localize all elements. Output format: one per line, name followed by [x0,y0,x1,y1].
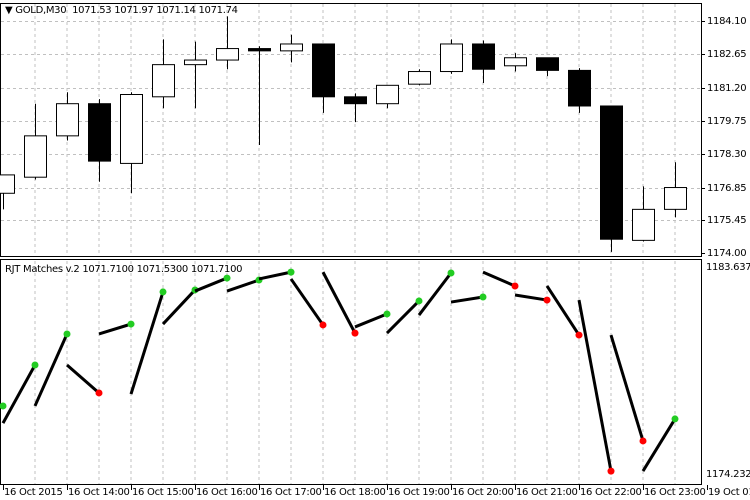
up-dot [0,402,7,410]
bear-candle [88,103,111,162]
bear-candle [600,105,623,240]
up-dot [287,268,295,276]
up-dot [447,269,455,277]
match-segment [482,270,516,288]
time-axis-label: 16 Oct 15:00 [132,487,194,498]
indicator-values: 1071.7100 1071.5300 1071.7100 [82,264,243,275]
match-segment [417,272,453,316]
down-dot [575,331,583,339]
time-axis-label: 19 Oct 01:00 [708,487,750,498]
price-axis-label: 1174.00 [707,247,747,259]
bull-candle [56,103,79,137]
down-dot [351,329,359,337]
up-dot [671,415,679,423]
up-dot [479,293,487,301]
match-segment [609,334,645,442]
match-segment [385,299,421,335]
down-dot [95,389,103,397]
bull-candle [632,208,655,241]
indicator-axis-label: 1183.6375 [706,262,750,273]
down-dot [543,296,551,304]
time-axis-label: 16 Oct 19:00 [388,487,450,498]
match-segment [545,285,581,336]
bull-candle [280,43,303,52]
price-axis-label: 1182.65 [707,48,747,60]
bear-candle [248,48,271,52]
bull-candle [376,84,399,105]
match-segment [129,291,165,395]
up-dot [223,274,231,282]
up-dot [31,361,39,369]
indicator-name: RJT Matches v.2 [5,264,80,275]
bull-candle [184,59,207,66]
match-segment [194,276,228,293]
bull-candle [440,43,463,73]
time-axis-label: 16 Oct 16:00 [196,487,258,498]
up-dot [159,288,167,296]
time-axis-label: 16 Oct 14:00 [68,487,130,498]
price-axis-label: 1175.45 [707,214,747,226]
match-segment [98,322,132,336]
time-axis-label: 16 Oct 2015 [4,487,63,498]
symbol-label: GOLD,M30 [15,5,67,16]
bull-candle [664,187,687,210]
price-axis-label: 1178.30 [707,148,747,160]
bear-candle [536,57,559,71]
time-axis-label: 16 Oct 21:00 [516,487,578,498]
bear-candle [312,43,335,98]
bull-candle [0,174,15,194]
match-segment [66,363,100,395]
down-dot [319,321,327,329]
match-segment [641,418,677,472]
main-pane-frame [0,3,702,257]
ohlc-values: 1071.53 1071.97 1071.14 1071.74 [72,5,238,16]
price-axis-label: 1176.85 [707,182,747,194]
indicator-pane-frame [0,259,702,485]
bull-candle [216,48,239,61]
bull-candle [120,94,143,164]
triangle-down-icon[interactable]: ▼ [5,5,13,16]
indicator-axis-label: 1174.2325 [706,469,750,480]
match-segment [289,278,325,326]
down-dot [511,282,519,290]
bear-candle [568,69,591,107]
time-axis-label: 16 Oct 18:00 [324,487,386,498]
match-segment [577,299,613,472]
match-segment [321,271,357,334]
up-dot [383,310,391,318]
price-axis-label: 1181.20 [707,82,747,94]
bear-candle [344,96,367,105]
match-segment [450,295,484,304]
price-axis-label: 1179.75 [707,115,747,127]
chart-title: ▼ GOLD,M30 1071.53 1071.97 1071.14 1071.… [5,5,238,16]
time-axis-label: 16 Oct 22:00 [580,487,642,498]
match-segment [1,364,37,424]
match-segment [226,278,260,293]
down-dot [639,437,647,445]
match-segment [514,293,548,302]
bull-candle [504,57,527,67]
up-dot [63,330,71,338]
bull-candle [24,135,47,178]
price-axis-label: 1184.10 [707,15,747,27]
time-axis-label: 16 Oct 23:00 [644,487,706,498]
indicator-title: RJT Matches v.2 1071.7100 1071.5300 1071… [5,264,243,275]
bull-candle [408,71,431,85]
time-axis-label: 16 Oct 20:00 [452,487,514,498]
match-segment [258,270,292,281]
down-dot [607,467,615,475]
match-segment [354,312,388,329]
time-axis-label: 16 Oct 17:00 [260,487,322,498]
bear-candle [472,43,495,70]
up-dot [415,297,423,305]
bull-candle [152,64,175,98]
match-segment [161,288,197,326]
up-dot [127,320,135,328]
match-segment [33,333,69,407]
